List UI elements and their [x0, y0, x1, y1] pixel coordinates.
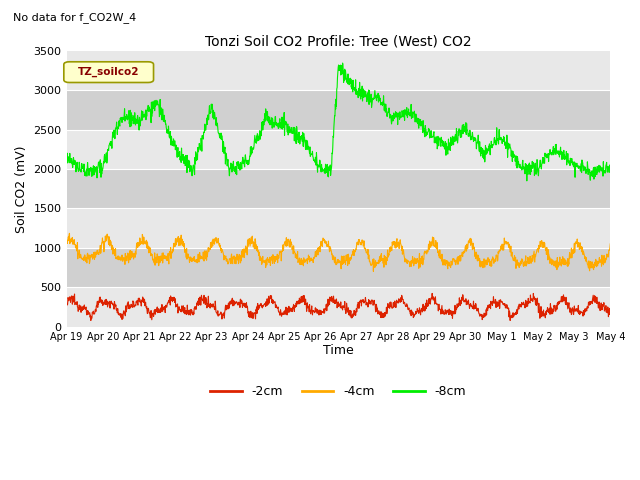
Title: Tonzi Soil CO2 Profile: Tree (West) CO2: Tonzi Soil CO2 Profile: Tree (West) CO2: [205, 34, 472, 48]
Bar: [67, 248, 611, 288]
Bar: [67, 51, 611, 90]
Bar: [67, 208, 611, 248]
Y-axis label: Soil CO2 (mV): Soil CO2 (mV): [15, 145, 28, 232]
Text: No data for f_CO2W_4: No data for f_CO2W_4: [13, 12, 136, 23]
FancyBboxPatch shape: [64, 62, 154, 83]
Bar: [67, 288, 611, 327]
X-axis label: Time: Time: [323, 345, 354, 358]
Legend: -2cm, -4cm, -8cm: -2cm, -4cm, -8cm: [205, 380, 471, 403]
Bar: [67, 90, 611, 130]
Text: TZ_soilco2: TZ_soilco2: [77, 67, 139, 77]
Bar: [67, 130, 611, 169]
Bar: [67, 169, 611, 208]
